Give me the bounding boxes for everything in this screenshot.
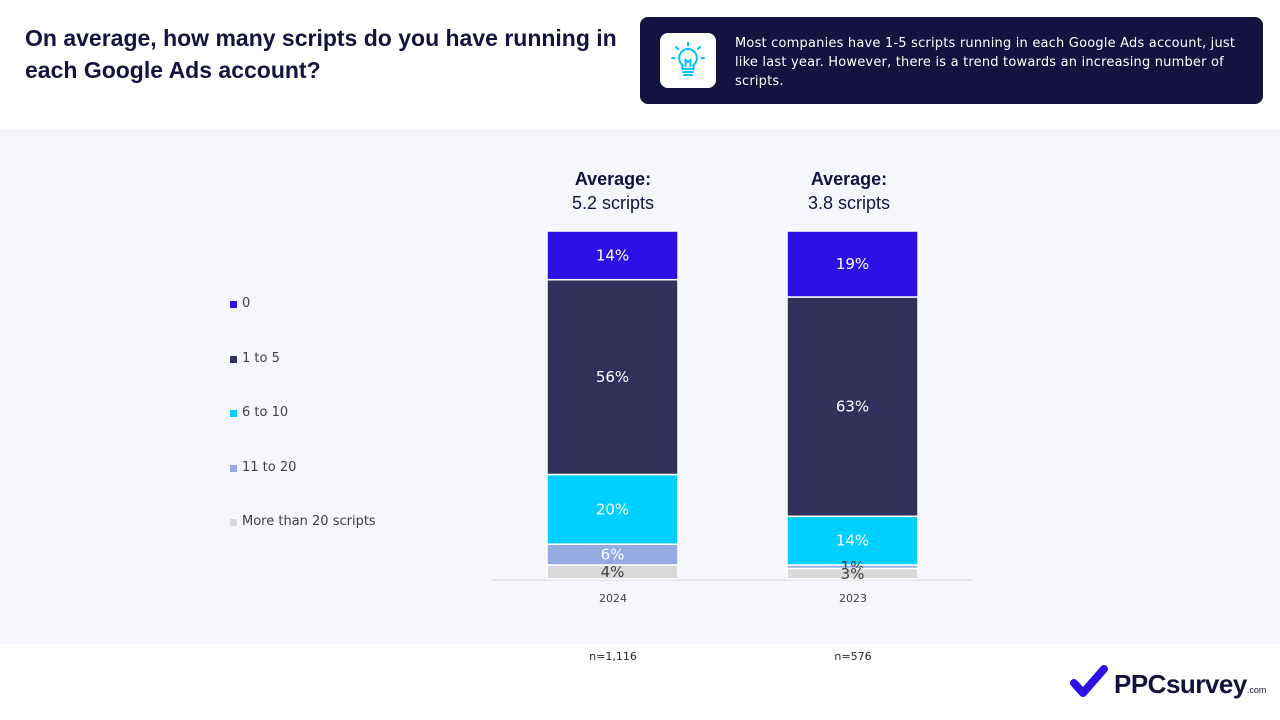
average-heading: Average:: [574, 169, 652, 189]
legend-label: 0: [242, 296, 251, 311]
data-label: 20%: [596, 500, 629, 518]
average-2023: Average: 3.8 scripts: [749, 167, 949, 215]
sample-size-label: n=576: [834, 650, 872, 663]
data-label: 3%: [841, 565, 865, 583]
average-value: 3.8 scripts: [807, 193, 891, 213]
data-label: 19%: [836, 255, 869, 273]
average-value: 5.2 scripts: [571, 193, 655, 213]
legend-swatch: [230, 355, 237, 363]
lightbulb-icon: [660, 33, 716, 88]
legend-label: 1 to 5: [242, 350, 280, 366]
legend-label: More than 20 scripts: [242, 514, 376, 529]
bar-segment: [786, 296, 919, 518]
x-tick-label: 2023: [839, 592, 867, 605]
logo-mark-icon: [1070, 665, 1108, 697]
average-2024: Average: 5.2 scripts: [513, 167, 713, 215]
page-title: On average, how many scripts do you have…: [25, 25, 617, 83]
data-label: 4%: [601, 563, 625, 581]
legend-label: 6 to 10: [242, 405, 289, 420]
logo-name: PPCsurvey: [1114, 669, 1247, 699]
data-label: 56%: [596, 368, 629, 386]
data-label: 14%: [596, 246, 629, 264]
bar-segment: [546, 278, 679, 476]
legend-swatch: [230, 410, 237, 417]
bar-segment: [546, 230, 679, 281]
legend-swatch: [230, 301, 237, 308]
legend-swatch: [230, 519, 237, 526]
legend-swatch: [230, 464, 237, 472]
logo-wordmark: PPCsurvey.com: [1114, 669, 1266, 700]
sample-size-label: n=1,116: [589, 650, 637, 663]
logo-suffix: .com: [1246, 685, 1267, 695]
insight-text: Most companies have 1-5 scripts running …: [735, 36, 1236, 89]
bar-segment: [786, 515, 919, 566]
insight-callout: Most companies have 1-5 scripts running …: [640, 17, 1263, 104]
data-label: 63%: [836, 398, 869, 416]
legend-label: 11 to 20: [242, 459, 297, 475]
bar-segment: [786, 230, 919, 298]
bar-segment: [546, 473, 679, 545]
average-heading: Average:: [810, 169, 888, 189]
x-tick-label: 2024: [599, 592, 627, 605]
bar-segment: [786, 567, 919, 580]
data-label: 6%: [601, 546, 625, 564]
data-label: 14%: [836, 532, 869, 550]
ppcsurvey-logo: PPCsurvey.com: [1070, 663, 1270, 703]
bar-segment: [546, 564, 679, 580]
